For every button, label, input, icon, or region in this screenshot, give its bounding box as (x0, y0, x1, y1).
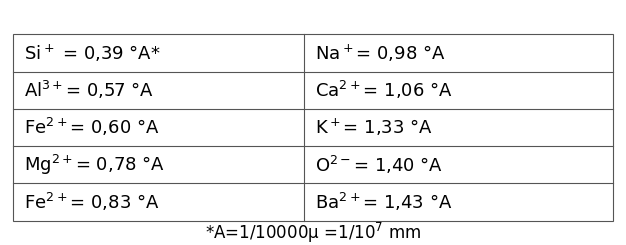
Text: Na$^+$= 0,98 °A: Na$^+$= 0,98 °A (316, 42, 446, 63)
Text: O$^{2-}$= 1,40 °A: O$^{2-}$= 1,40 °A (316, 154, 443, 176)
Text: Ca$^{2+}$= 1,06 °A: Ca$^{2+}$= 1,06 °A (316, 79, 453, 101)
Text: Al$^{3+}$= 0,57 °A: Al$^{3+}$= 0,57 °A (24, 79, 154, 101)
Text: Si$^+$ = 0,39 °A*: Si$^+$ = 0,39 °A* (24, 42, 160, 63)
Text: Fe$^{2+}$= 0,83 °A: Fe$^{2+}$= 0,83 °A (24, 191, 159, 213)
Text: K$^+$= 1,33 °A: K$^+$= 1,33 °A (316, 117, 433, 138)
Bar (13, 34, 613, 220)
Text: Fe$^{2+}$= 0,60 °A: Fe$^{2+}$= 0,60 °A (24, 116, 159, 138)
Text: Mg$^{2+}$= 0,78 °A: Mg$^{2+}$= 0,78 °A (24, 153, 165, 177)
Text: *A=1/10000μ =1/10$^7$ mm: *A=1/10000μ =1/10$^7$ mm (205, 221, 421, 245)
Text: Ba$^{2+}$= 1,43 °A: Ba$^{2+}$= 1,43 °A (316, 191, 453, 213)
